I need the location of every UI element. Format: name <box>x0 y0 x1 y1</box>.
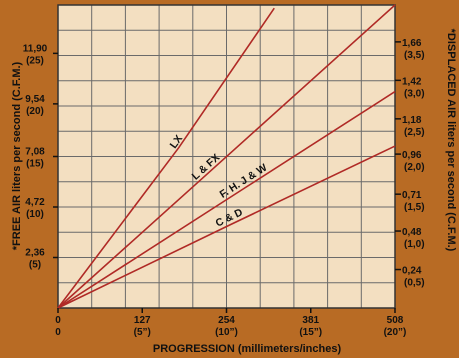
y-axis-label-left: *FREE AIR liters per second (C.F.M.) <box>11 61 23 250</box>
y-right-tick-label: 0,71 <box>402 190 422 201</box>
x-tick-sublabel: (20”) <box>384 327 407 338</box>
x-axis-label: PROGRESSION (millimeters/inches) <box>153 343 342 355</box>
y-right-tick-sublabel: (2,5) <box>404 127 425 138</box>
x-tick-label: 127 <box>134 315 151 326</box>
ticks: 00 127(5”) 254(10”) 381(15”) 508(20”) 2,36(5)… <box>23 38 425 338</box>
y-right-tick-label: 0,48 <box>402 227 422 238</box>
y-right-tick-label: 1,66 <box>402 38 422 49</box>
y-left-tick-label: 11,90 <box>23 43 48 54</box>
y-right-tick-sublabel: (1,5) <box>404 202 425 213</box>
y-left-tick-sublabel: (10) <box>26 209 44 220</box>
y-left-tick-sublabel: (15) <box>26 159 44 170</box>
y-left-tick-sublabel: (5) <box>29 260 41 271</box>
y-right-tick-label: 1,18 <box>402 115 422 126</box>
series-line <box>57 7 275 309</box>
series-lines <box>57 4 396 309</box>
series-line <box>57 90 396 309</box>
x-tick-label: 0 <box>55 315 61 326</box>
x-tick-label: 508 <box>387 315 404 326</box>
y-left-tick-label: 2,36 <box>25 248 45 259</box>
x-tick-label: 381 <box>302 315 319 326</box>
y-right-tick-label: 1,42 <box>402 76 422 87</box>
grid <box>57 4 396 309</box>
y-left-tick-label: 9,54 <box>25 94 45 105</box>
y-right-tick-sublabel: (2,0) <box>404 162 425 173</box>
y-right-tick-sublabel: (3,5) <box>404 50 425 61</box>
y-axis-label-right: *DISPLACED AIR liters per second (C.F.M.… <box>445 29 457 252</box>
y-left-tick-sublabel: (25) <box>26 55 44 66</box>
y-left-tick-sublabel: (20) <box>26 106 44 117</box>
y-right-tick-label: 0,96 <box>402 150 422 161</box>
y-left-tick-label: 4,72 <box>25 197 45 208</box>
series-line <box>57 145 396 309</box>
y-left-tick-label: 7,08 <box>25 147 45 158</box>
series-line <box>57 4 396 309</box>
y-right-tick-sublabel: (1,0) <box>404 239 425 250</box>
x-tick-sublabel: 0 <box>55 327 61 338</box>
x-tick-sublabel: (5”) <box>134 327 151 338</box>
x-tick-label: 254 <box>218 315 235 326</box>
x-tick-sublabel: (10”) <box>215 327 238 338</box>
y-right-tick-sublabel: (3,0) <box>404 88 425 99</box>
y-right-tick-label: 0,24 <box>402 266 422 277</box>
y-right-tick-sublabel: (0,5) <box>404 278 425 289</box>
x-tick-sublabel: (15”) <box>299 327 322 338</box>
